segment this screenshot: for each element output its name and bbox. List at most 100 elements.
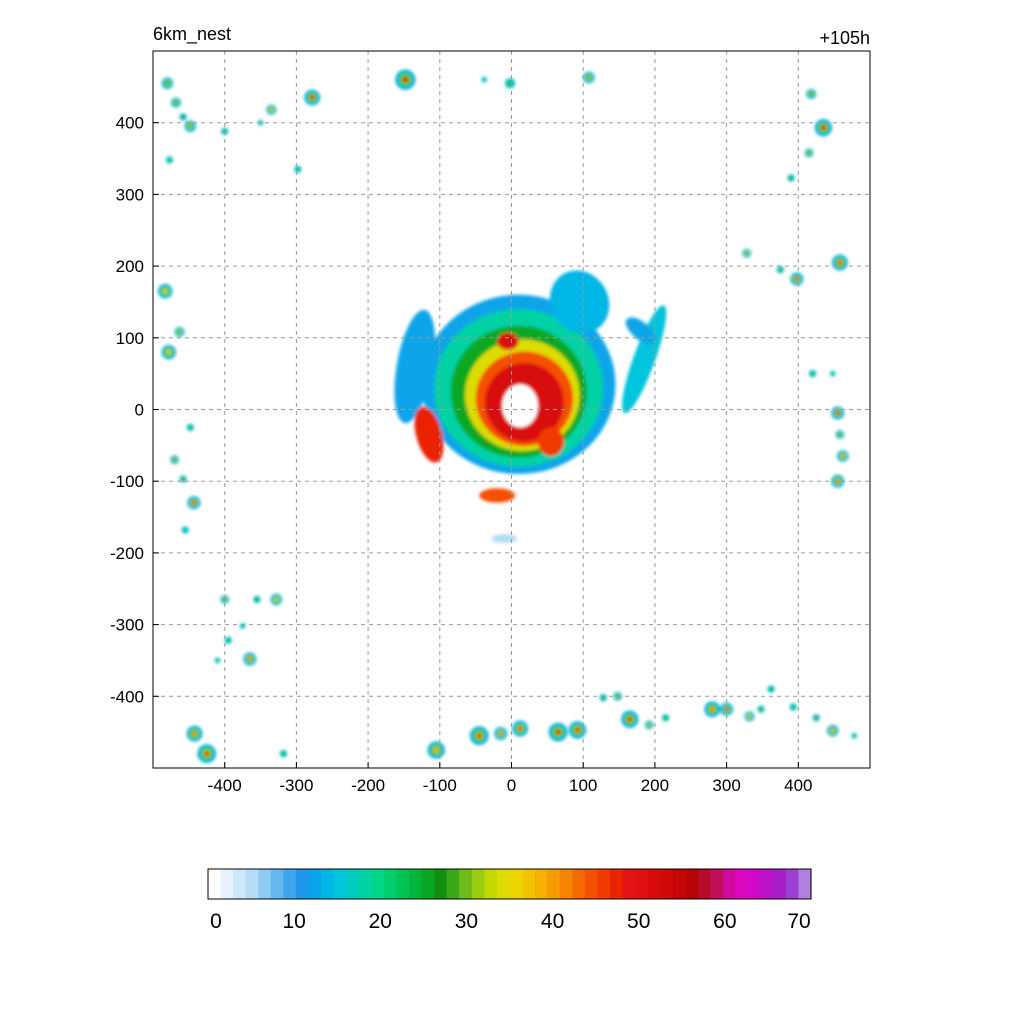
echo-cell-55-ring-3 xyxy=(247,657,252,661)
colorbar-swatch-17 xyxy=(421,869,435,899)
colorbar-tick-label-5: 50 xyxy=(627,910,650,933)
colorbar-frame xyxy=(207,868,812,900)
x-tick-label-5: 100 xyxy=(569,776,597,795)
echo-cell-70-ring-3 xyxy=(664,716,667,720)
echo-cell-63-ring-3 xyxy=(517,726,523,731)
echo-cell-57-ring-3 xyxy=(192,731,197,736)
echo-band-11 xyxy=(497,332,519,350)
colorbar-swatch-0 xyxy=(208,869,222,899)
echo-cell-77-ring-3 xyxy=(815,716,818,720)
echo-cell-79-ring-3 xyxy=(853,734,856,737)
echo-band-6 xyxy=(502,384,539,428)
echo-cell-17-ring-3 xyxy=(174,101,178,105)
echo-cell-66-ring-3 xyxy=(602,696,605,699)
echo-cell-32-ring-3 xyxy=(745,251,748,255)
y-tick-label-6: -200 xyxy=(110,544,144,563)
colorbar-swatch-5 xyxy=(270,869,284,899)
echo-cell-49-ring-3 xyxy=(184,528,187,532)
echo-cell-71-ring-3 xyxy=(709,706,715,712)
x-tick-label-1: -300 xyxy=(279,776,313,795)
colorbar-swatch-14 xyxy=(383,869,398,899)
colorbar-tick-label-3: 30 xyxy=(455,910,478,933)
echo-cell-35-ring-3 xyxy=(837,260,843,265)
echo-cell-18-ring-3 xyxy=(188,124,193,129)
echo-cell-38-ring-3 xyxy=(835,411,840,416)
colorbar-swatch-18 xyxy=(434,869,448,899)
colorbar-swatch-26 xyxy=(534,869,548,899)
title-right: +105h xyxy=(819,28,870,48)
echo-cell-16-ring-3 xyxy=(165,81,170,85)
echo-cell-45-ring-3 xyxy=(189,426,192,429)
colorbar-swatch-46 xyxy=(785,869,800,899)
x-tick-label-6: 200 xyxy=(641,776,669,795)
colorbar-swatch-33 xyxy=(622,869,636,899)
x-tick-label-4: 0 xyxy=(507,776,516,795)
echo-band-15 xyxy=(491,534,518,543)
colorbar-swatch-47 xyxy=(798,869,812,899)
colorbar-swatch-42 xyxy=(735,869,749,899)
y-tick-label-3: 100 xyxy=(116,329,144,348)
colorbar-tick-label-7: 70 xyxy=(787,910,810,933)
echo-cell-62-ring-3 xyxy=(498,731,503,736)
echo-cell-28-ring-3 xyxy=(809,92,813,96)
colorbar-swatch-25 xyxy=(522,869,536,899)
y-tick-label-8: -400 xyxy=(110,687,144,706)
colorbar-swatch-12 xyxy=(358,869,372,899)
colorbar-tick-label-4: 40 xyxy=(541,910,564,933)
colorbar-swatch-2 xyxy=(233,869,247,899)
y-tick-label-1: 300 xyxy=(116,185,144,204)
colorbar-swatch-38 xyxy=(685,869,699,899)
echo-cell-51-ring-3 xyxy=(255,598,259,601)
colorbar-swatch-36 xyxy=(660,869,674,899)
colorbar-swatch-9 xyxy=(321,869,335,899)
echo-cell-54-ring-3 xyxy=(227,639,230,642)
colorbar-swatch-11 xyxy=(346,869,360,899)
colorbar-swatch-3 xyxy=(245,869,259,899)
colorbar-swatch-29 xyxy=(572,869,586,899)
y-tick-label-7: -300 xyxy=(110,616,144,635)
echo-cell-48-ring-3 xyxy=(191,500,196,505)
echo-cell-50-ring-3 xyxy=(223,598,226,601)
y-tick-label-4: 0 xyxy=(135,401,144,420)
y-tick-label-5: -100 xyxy=(110,472,144,491)
x-tick-label-2: -200 xyxy=(351,776,385,795)
colorbar-swatch-15 xyxy=(396,869,410,899)
x-tick-label-8: 400 xyxy=(784,776,812,795)
echo-cell-74-ring-3 xyxy=(759,708,763,711)
echo-cell-39-ring-3 xyxy=(838,433,842,436)
reflectivity-field xyxy=(158,69,858,763)
echo-cell-69-ring-3 xyxy=(647,723,651,727)
colorbar: 0 10 20 30 40 50 60 70 xyxy=(207,868,812,933)
echo-cell-75-ring-3 xyxy=(769,687,773,691)
echo-cell-27-ring-3 xyxy=(587,75,591,80)
colorbar-swatch-45 xyxy=(773,869,787,899)
colorbar-swatch-34 xyxy=(635,869,649,899)
colorbar-labels: 0 10 20 30 40 50 60 70 xyxy=(210,910,811,933)
title-left: 6km_nest xyxy=(153,24,231,45)
echo-cell-41-ring-3 xyxy=(835,479,840,484)
colorbar-swatch-28 xyxy=(559,869,573,899)
echo-cell-25-ring-3 xyxy=(483,78,486,81)
echo-cell-44-ring-3 xyxy=(166,349,171,355)
colorbar-tick-label-1: 10 xyxy=(282,910,305,933)
echo-cell-22-ring-3 xyxy=(296,168,300,171)
echo-cell-52-ring-3 xyxy=(274,597,279,602)
echo-cell-46-ring-3 xyxy=(173,458,176,461)
colorbar-swatch-40 xyxy=(710,869,724,899)
echo-cell-26-ring-3 xyxy=(508,81,512,85)
colorbar-swatch-1 xyxy=(220,869,234,899)
echo-cell-60-ring-3 xyxy=(433,747,439,753)
colorbar-swatch-41 xyxy=(723,869,737,899)
echo-cell-80-ring-3 xyxy=(181,115,185,119)
colorbar-tick-label-6: 60 xyxy=(713,910,736,933)
x-axis: -400 -300 -200 -100 0 100 200 300 400 xyxy=(208,762,812,795)
echo-cell-73-ring-3 xyxy=(748,714,752,718)
colorbar-swatch-27 xyxy=(547,869,561,899)
echo-cell-56-ring-3 xyxy=(216,659,219,662)
echo-cell-53-ring-3 xyxy=(241,624,244,628)
echo-cell-68-ring-3 xyxy=(627,716,633,722)
echo-cell-59-ring-3 xyxy=(282,752,285,755)
colorbar-swatch-30 xyxy=(584,869,599,899)
y-tick-label-0: 400 xyxy=(116,114,144,133)
